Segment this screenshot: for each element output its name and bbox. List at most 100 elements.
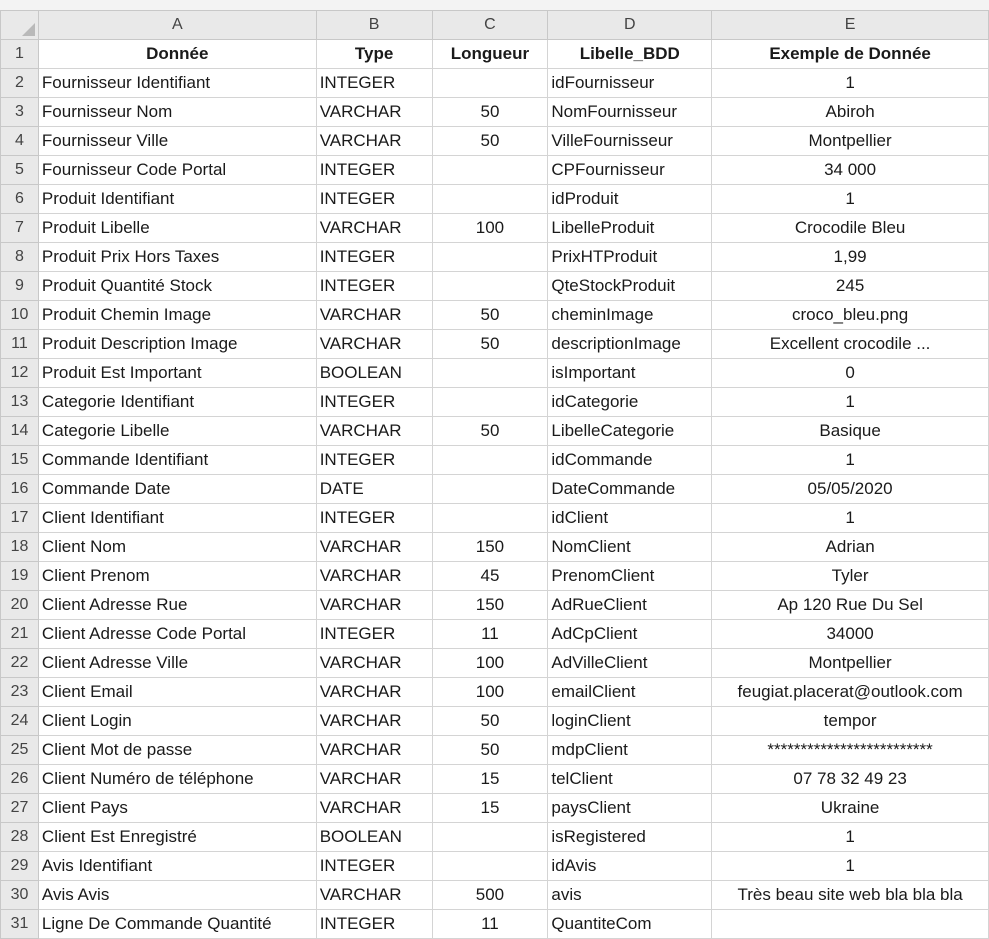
cell-libelle-bdd[interactable]: LibelleCategorie: [547, 416, 713, 446]
cell-type[interactable]: INTEGER: [315, 619, 433, 649]
row-header[interactable]: 20: [0, 590, 39, 620]
cell-longueur[interactable]: 50: [431, 97, 549, 127]
row-header[interactable]: 13: [0, 387, 39, 417]
row-header[interactable]: 21: [0, 619, 39, 649]
cell-donnee[interactable]: Client Identifiant: [37, 503, 317, 533]
row-header[interactable]: 7: [0, 213, 39, 243]
cell-longueur[interactable]: 45: [431, 561, 549, 591]
row-header[interactable]: 6: [0, 184, 39, 214]
cell-donnee[interactable]: Produit Identifiant: [37, 184, 317, 214]
row-header[interactable]: 18: [0, 532, 39, 562]
cell-exemple[interactable]: Ukraine: [711, 793, 989, 823]
cell-libelle-bdd[interactable]: idProduit: [547, 184, 713, 214]
cell-exemple[interactable]: Tyler: [711, 561, 989, 591]
cell-libelle-bdd[interactable]: VilleFournisseur: [547, 126, 713, 156]
row-header[interactable]: 30: [0, 880, 39, 910]
row-header[interactable]: 8: [0, 242, 39, 272]
cell-exemple[interactable]: Montpellier: [711, 648, 989, 678]
cell-exemple[interactable]: tempor: [711, 706, 989, 736]
cell-donnee[interactable]: Produit Prix Hors Taxes: [37, 242, 317, 272]
cell-libelle-bdd[interactable]: idCategorie: [547, 387, 713, 417]
cell-exemple[interactable]: 1: [711, 184, 989, 214]
cell-type[interactable]: VARCHAR: [315, 764, 433, 794]
row-header[interactable]: 10: [0, 300, 39, 330]
cell-exemple[interactable]: 1: [711, 387, 989, 417]
cell-longueur[interactable]: 11: [431, 619, 549, 649]
cell-type[interactable]: VARCHAR: [315, 677, 433, 707]
column-header-e[interactable]: E: [711, 10, 989, 40]
cell-longueur[interactable]: [431, 503, 549, 533]
cell-libelle-bdd[interactable]: telClient: [547, 764, 713, 794]
cell-type[interactable]: VARCHAR: [315, 213, 433, 243]
cell-donnee[interactable]: Avis Avis: [37, 880, 317, 910]
row-header[interactable]: 19: [0, 561, 39, 591]
cell-exemple[interactable]: *************************: [711, 735, 989, 765]
cell-longueur[interactable]: 50: [431, 706, 549, 736]
cell-exemple[interactable]: 1,99: [711, 242, 989, 272]
cell-donnee[interactable]: Client Mot de passe: [37, 735, 317, 765]
row-header[interactable]: 24: [0, 706, 39, 736]
cell-type[interactable]: VARCHAR: [315, 300, 433, 330]
cell-exemple[interactable]: feugiat.placerat@outlook.com: [711, 677, 989, 707]
cell-donnee[interactable]: Categorie Libelle: [37, 416, 317, 446]
cell-longueur[interactable]: [431, 155, 549, 185]
cell-libelle-bdd[interactable]: NomClient: [547, 532, 713, 562]
cell-donnee[interactable]: Produit Description Image: [37, 329, 317, 359]
cell-exemple[interactable]: croco_bleu.png: [711, 300, 989, 330]
cell-libelle-bdd[interactable]: loginClient: [547, 706, 713, 736]
cell-type[interactable]: VARCHAR: [315, 329, 433, 359]
cell-type[interactable]: INTEGER: [315, 909, 433, 939]
cell-type[interactable]: VARCHAR: [315, 416, 433, 446]
row-header[interactable]: 29: [0, 851, 39, 881]
row-header[interactable]: 11: [0, 329, 39, 359]
cell-libelle-bdd[interactable]: descriptionImage: [547, 329, 713, 359]
row-header[interactable]: 14: [0, 416, 39, 446]
cell-type[interactable]: VARCHAR: [315, 880, 433, 910]
cell-libelle-bdd[interactable]: emailClient: [547, 677, 713, 707]
cell-exemple[interactable]: 1: [711, 68, 989, 98]
cell-donnee[interactable]: Client Nom: [37, 532, 317, 562]
cell-type[interactable]: VARCHAR: [315, 706, 433, 736]
cell-libelle-bdd[interactable]: PrixHTProduit: [547, 242, 713, 272]
cell-donnee[interactable]: Produit Chemin Image: [37, 300, 317, 330]
cell-libelle-bdd[interactable]: idFournisseur: [547, 68, 713, 98]
cell-donnee[interactable]: Client Adresse Rue: [37, 590, 317, 620]
cell-type[interactable]: INTEGER: [315, 445, 433, 475]
cell-libelle-bdd[interactable]: idAvis: [547, 851, 713, 881]
cell-longueur[interactable]: [431, 387, 549, 417]
row-header[interactable]: 27: [0, 793, 39, 823]
cell-longueur[interactable]: 50: [431, 329, 549, 359]
cell-donnee[interactable]: Avis Identifiant: [37, 851, 317, 881]
cell-type[interactable]: INTEGER: [315, 387, 433, 417]
cell-exemple[interactable]: Très beau site web bla bla bla: [711, 880, 989, 910]
cell-type[interactable]: INTEGER: [315, 242, 433, 272]
row-header[interactable]: 4: [0, 126, 39, 156]
cell-libelle-bdd[interactable]: mdpClient: [547, 735, 713, 765]
cell-libelle-bdd[interactable]: NomFournisseur: [547, 97, 713, 127]
column-header-a[interactable]: A: [37, 10, 317, 40]
cell-donnee[interactable]: Commande Date: [37, 474, 317, 504]
cell-donnee[interactable]: Fournisseur Nom: [37, 97, 317, 127]
cell-type[interactable]: INTEGER: [315, 503, 433, 533]
row-header[interactable]: 31: [0, 909, 39, 939]
cell-libelle-bdd[interactable]: idCommande: [547, 445, 713, 475]
cell-exemple[interactable]: [711, 909, 989, 939]
cell-libelle-bdd[interactable]: AdRueClient: [547, 590, 713, 620]
row-header[interactable]: 5: [0, 155, 39, 185]
cell-libelle-bdd[interactable]: PrenomClient: [547, 561, 713, 591]
cell-libelle-bdd[interactable]: AdCpClient: [547, 619, 713, 649]
cell-libelle-bdd[interactable]: paysClient: [547, 793, 713, 823]
cell-type[interactable]: INTEGER: [315, 68, 433, 98]
cell-libelle-bdd[interactable]: LibelleProduit: [547, 213, 713, 243]
cell-type[interactable]: VARCHAR: [315, 735, 433, 765]
cell-exemple[interactable]: Excellent crocodile ...: [711, 329, 989, 359]
cell-exemple[interactable]: Adrian: [711, 532, 989, 562]
select-all-corner[interactable]: [0, 10, 39, 40]
cell-donnee[interactable]: Client Est Enregistré: [37, 822, 317, 852]
cell-header-longueur[interactable]: Longueur: [431, 39, 549, 69]
cell-donnee[interactable]: Ligne De Commande Quantité: [37, 909, 317, 939]
cell-libelle-bdd[interactable]: QuantiteCom: [547, 909, 713, 939]
cell-donnee[interactable]: Client Numéro de téléphone: [37, 764, 317, 794]
cell-libelle-bdd[interactable]: QteStockProduit: [547, 271, 713, 301]
cell-exemple[interactable]: 1: [711, 851, 989, 881]
